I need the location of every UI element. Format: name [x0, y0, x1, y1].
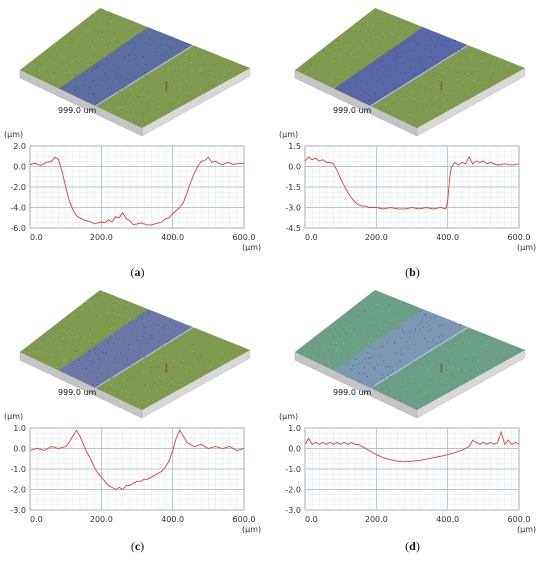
x-tick-label: 600.0	[508, 233, 531, 242]
y-tick-label: 1.5	[288, 142, 301, 151]
panel-caption-d: (d)	[405, 539, 420, 553]
profile-chart-c: (μm) 1.0 0.0 -1.0 -2.0 -3.0 0.0 200.0 400.0 600.0…	[4, 412, 261, 534]
surface-texture	[298, 10, 515, 128]
surface-scale-label: 999.0 um	[333, 106, 372, 115]
y-tick-label: -4.0	[10, 204, 26, 213]
x-tick-label: 0.0	[305, 233, 318, 242]
x-tick-label: 400.0	[161, 515, 184, 524]
profile-chart-d: (μm) 1.0 0.0 -1.0 -2.0 -3.0 0.0 200.0 400.0 600.0…	[279, 412, 536, 534]
surface-scale-label: 999.0 um	[58, 106, 97, 115]
grid	[29, 145, 245, 229]
y-axis-unit: (μm)	[279, 130, 298, 139]
surface-3d-image-d: 999.0 um	[294, 290, 526, 419]
surface-trench	[334, 309, 468, 388]
surface-3d-image-c: 999.0 um	[19, 290, 251, 419]
x-tick-label: 200.0	[90, 515, 113, 524]
y-tick-label: -3.0	[285, 506, 301, 515]
x-tick-label: 200.0	[365, 515, 388, 524]
x-tick-label: 600.0	[508, 515, 531, 524]
surface-trench	[59, 27, 193, 106]
x-axis-unit: (μm)	[242, 243, 261, 252]
y-tick-label: -2.0	[10, 183, 26, 192]
grid	[304, 145, 520, 229]
x-tick-label: 400.0	[436, 233, 459, 242]
x-axis-unit: (μm)	[242, 525, 261, 534]
panel-b: 999.0 um (μm) 1.5 0.0 -1.5 -3.0 -4.5 0.0 200.0 4…	[275, 0, 550, 281]
panel-caption-b: (b)	[405, 265, 420, 279]
x-tick-label: 200.0	[365, 233, 388, 242]
y-tick-label: 0.0	[288, 163, 301, 172]
y-tick-label: -4.5	[285, 224, 301, 233]
trench-edge-highlight	[95, 44, 194, 107]
surface-texture	[21, 291, 245, 411]
y-tick-label: 2.0	[13, 142, 26, 151]
x-tick-label: 600.0	[233, 515, 256, 524]
grid	[29, 427, 245, 511]
trench-edge-highlight	[370, 44, 469, 107]
panel-c: 999.0 um (μm) 1.0 0.0 -1.0 -2.0 -3.0 0.0 200.0 4…	[0, 282, 275, 563]
profile-line	[304, 155, 520, 210]
panel-d: 999.0 um (μm) 1.0 0.0 -1.0 -2.0 -3.0 0.0 200.0 4…	[275, 282, 550, 563]
y-tick-label: 0.0	[13, 163, 26, 172]
y-tick-label: 1.0	[13, 424, 26, 433]
y-tick-label: -1.0	[285, 465, 301, 474]
y-tick-label: -1.5	[285, 183, 301, 192]
y-tick-label: -3.0	[10, 506, 26, 515]
x-axis-unit: (μm)	[517, 243, 536, 252]
grid	[304, 427, 520, 511]
surface-3d-image-b: 999.0 um	[294, 8, 526, 137]
x-tick-label: 600.0	[233, 233, 256, 242]
x-tick-label: 200.0	[90, 233, 113, 242]
y-axis-unit: (μm)	[4, 130, 23, 139]
profile-chart-b: (μm) 1.5 0.0 -1.5 -3.0 -4.5 0.0 200.0 400.0 600.0…	[279, 130, 536, 252]
surface-trench	[59, 309, 193, 388]
y-tick-label: -2.0	[10, 486, 26, 495]
x-tick-label: 0.0	[305, 515, 318, 524]
y-tick-label: -2.0	[285, 486, 301, 495]
y-tick-label: 0.0	[13, 445, 26, 454]
y-tick-label: -1.0	[10, 465, 26, 474]
x-tick-label: 0.0	[30, 515, 43, 524]
surface-scale-label: 999.0 um	[58, 388, 97, 397]
x-tick-label: 0.0	[30, 233, 43, 242]
x-tick-label: 400.0	[161, 233, 184, 242]
surface-texture	[27, 10, 236, 126]
y-tick-label: -6.0	[10, 224, 26, 233]
x-axis-unit: (μm)	[517, 525, 536, 534]
surface-3d-image-a: 999.0 um	[19, 8, 251, 137]
surface-texture	[303, 299, 516, 409]
y-tick-label: 1.0	[288, 424, 301, 433]
y-axis-unit: (μm)	[279, 412, 298, 421]
panel-caption-c: (c)	[130, 539, 145, 553]
profile-line	[304, 430, 520, 463]
profile-line	[29, 156, 244, 226]
y-tick-label: 0.0	[288, 445, 301, 454]
surface-scale-label: 999.0 um	[333, 388, 372, 397]
y-tick-label: -3.0	[285, 204, 301, 213]
panel-a: 999.0 um (μm) 2.0 0.0 -2.0 -4.0 -6.0 0.0 200.0 4…	[0, 0, 275, 281]
panel-caption-a: (a)	[130, 265, 145, 279]
x-tick-label: 400.0	[436, 515, 459, 524]
profile-chart-a: (μm) 2.0 0.0 -2.0 -4.0 -6.0 0.0 200.0 400.0 600.0…	[4, 130, 261, 252]
profile-line	[29, 429, 245, 491]
trench-edge-highlight	[370, 326, 469, 389]
y-axis-unit: (μm)	[4, 412, 23, 421]
